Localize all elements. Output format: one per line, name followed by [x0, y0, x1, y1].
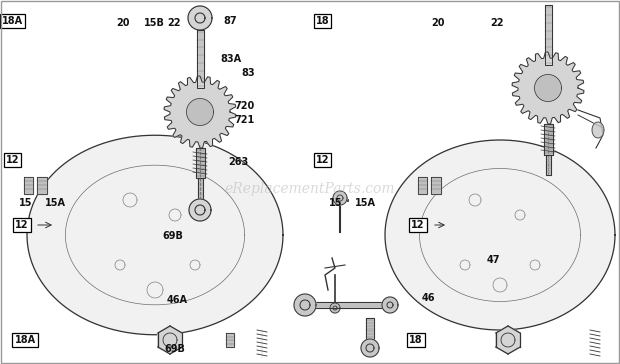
- Polygon shape: [189, 199, 211, 221]
- Polygon shape: [431, 177, 441, 194]
- Text: 12: 12: [16, 220, 29, 230]
- Text: 720: 720: [234, 101, 255, 111]
- Text: 12: 12: [316, 155, 329, 165]
- Polygon shape: [496, 326, 520, 354]
- Text: 20: 20: [117, 17, 130, 28]
- Text: 18A: 18A: [14, 335, 35, 345]
- Text: 18: 18: [409, 335, 423, 345]
- Text: 69B: 69B: [162, 231, 184, 241]
- Polygon shape: [333, 191, 347, 205]
- Polygon shape: [301, 302, 394, 308]
- Polygon shape: [197, 30, 203, 88]
- Polygon shape: [24, 177, 32, 194]
- Polygon shape: [385, 140, 615, 330]
- Text: 15: 15: [329, 198, 342, 208]
- Text: 83: 83: [242, 68, 255, 78]
- Polygon shape: [546, 155, 551, 175]
- Polygon shape: [226, 333, 234, 347]
- Polygon shape: [544, 124, 552, 155]
- Text: 15: 15: [19, 198, 32, 208]
- Text: eReplacementParts.com: eReplacementParts.com: [224, 182, 396, 196]
- Polygon shape: [366, 318, 374, 342]
- Text: 18: 18: [316, 16, 329, 26]
- Polygon shape: [534, 75, 562, 102]
- Polygon shape: [188, 6, 212, 30]
- Text: 15B: 15B: [144, 17, 165, 28]
- Polygon shape: [198, 178, 203, 200]
- Polygon shape: [382, 297, 398, 313]
- Text: 15A: 15A: [45, 198, 66, 208]
- Text: 22: 22: [167, 17, 181, 28]
- Polygon shape: [158, 326, 182, 354]
- Text: 47: 47: [487, 255, 500, 265]
- Polygon shape: [592, 122, 604, 138]
- Polygon shape: [361, 339, 379, 357]
- Polygon shape: [417, 177, 427, 194]
- Text: 721: 721: [234, 115, 255, 125]
- Polygon shape: [195, 148, 205, 178]
- Text: 20: 20: [431, 17, 445, 28]
- Text: 12: 12: [6, 155, 19, 165]
- Text: 46: 46: [422, 293, 435, 304]
- Text: 263: 263: [228, 157, 249, 167]
- Text: 12: 12: [411, 220, 425, 230]
- Polygon shape: [164, 76, 236, 148]
- Polygon shape: [37, 177, 47, 194]
- Polygon shape: [330, 303, 340, 313]
- Polygon shape: [27, 135, 283, 335]
- Polygon shape: [544, 5, 552, 65]
- Text: 46A: 46A: [166, 295, 187, 305]
- Text: 87: 87: [223, 16, 237, 26]
- Polygon shape: [294, 294, 316, 316]
- Text: 69B: 69B: [164, 344, 185, 354]
- Text: 18A: 18A: [2, 16, 23, 26]
- Polygon shape: [512, 52, 584, 124]
- Polygon shape: [187, 99, 213, 126]
- Text: 83A: 83A: [220, 54, 241, 64]
- Text: 15A: 15A: [355, 198, 376, 208]
- Text: 22: 22: [490, 17, 503, 28]
